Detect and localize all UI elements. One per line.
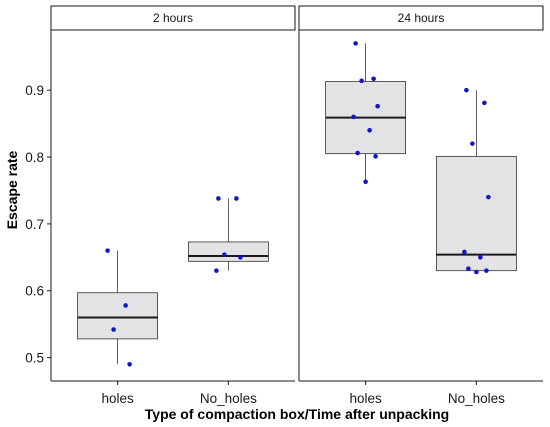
boxplot-24-hours-holes (325, 41, 407, 185)
data-point (111, 327, 116, 332)
y-tick-label: 0.7 (25, 217, 44, 232)
panel-strip-title: 2 hours (153, 11, 193, 25)
data-point (359, 78, 364, 84)
y-tick-label: 0.9 (25, 83, 44, 98)
data-point (363, 179, 368, 185)
data-point (466, 266, 471, 271)
data-point (478, 255, 483, 260)
data-point (482, 100, 487, 106)
box-iqr (77, 292, 159, 340)
panel-1: 2 hours (50, 5, 296, 382)
boxplot-2-hours-holes (77, 248, 159, 367)
data-point (123, 303, 128, 308)
data-point (216, 196, 221, 201)
data-point (127, 361, 132, 367)
panel-strip (50, 5, 296, 31)
x-axis: holes No_holes holes No_holes (101, 381, 505, 406)
x-tick-label: No_holes (200, 391, 257, 406)
box-iqr (435, 155, 517, 272)
boxplot-24-hours-No_holes (435, 87, 517, 275)
panel-2: 24 hours (298, 5, 544, 382)
data-point (105, 248, 110, 253)
facet-panels: 2 hours 24 hours (50, 5, 544, 382)
data-point (355, 150, 360, 156)
data-point (371, 76, 376, 82)
box-iqr (187, 241, 269, 262)
x-axis-title: Type of compaction box/Time after unpack… (145, 406, 449, 422)
data-point (462, 249, 467, 255)
y-tick-label: 0.6 (25, 284, 44, 299)
data-point (222, 252, 227, 257)
data-point (464, 87, 469, 93)
data-point (351, 114, 356, 120)
x-tick-label: holes (349, 391, 382, 406)
boxplot-2-hours-No_holes (187, 196, 269, 273)
data-point (375, 103, 380, 109)
x-tick-label: holes (101, 391, 134, 406)
data-point (367, 127, 372, 133)
data-point (474, 269, 479, 275)
data-point (486, 194, 491, 200)
data-point (373, 154, 378, 159)
x-tick-label: No_holes (448, 391, 505, 406)
data-point (238, 255, 243, 260)
data-point (214, 268, 219, 273)
data-point (234, 196, 239, 201)
data-point (484, 268, 489, 273)
data-point (470, 141, 475, 146)
data-point (353, 41, 358, 46)
y-axis-title: Escape rate (4, 150, 20, 229)
y-tick-label: 0.5 (25, 351, 44, 366)
panel-strip (298, 5, 544, 31)
y-tick-label: 0.8 (25, 150, 44, 165)
y-axis: 0.5 0.6 0.7 0.8 0.9 (25, 83, 51, 366)
panel-strip-title: 24 hours (398, 11, 445, 25)
